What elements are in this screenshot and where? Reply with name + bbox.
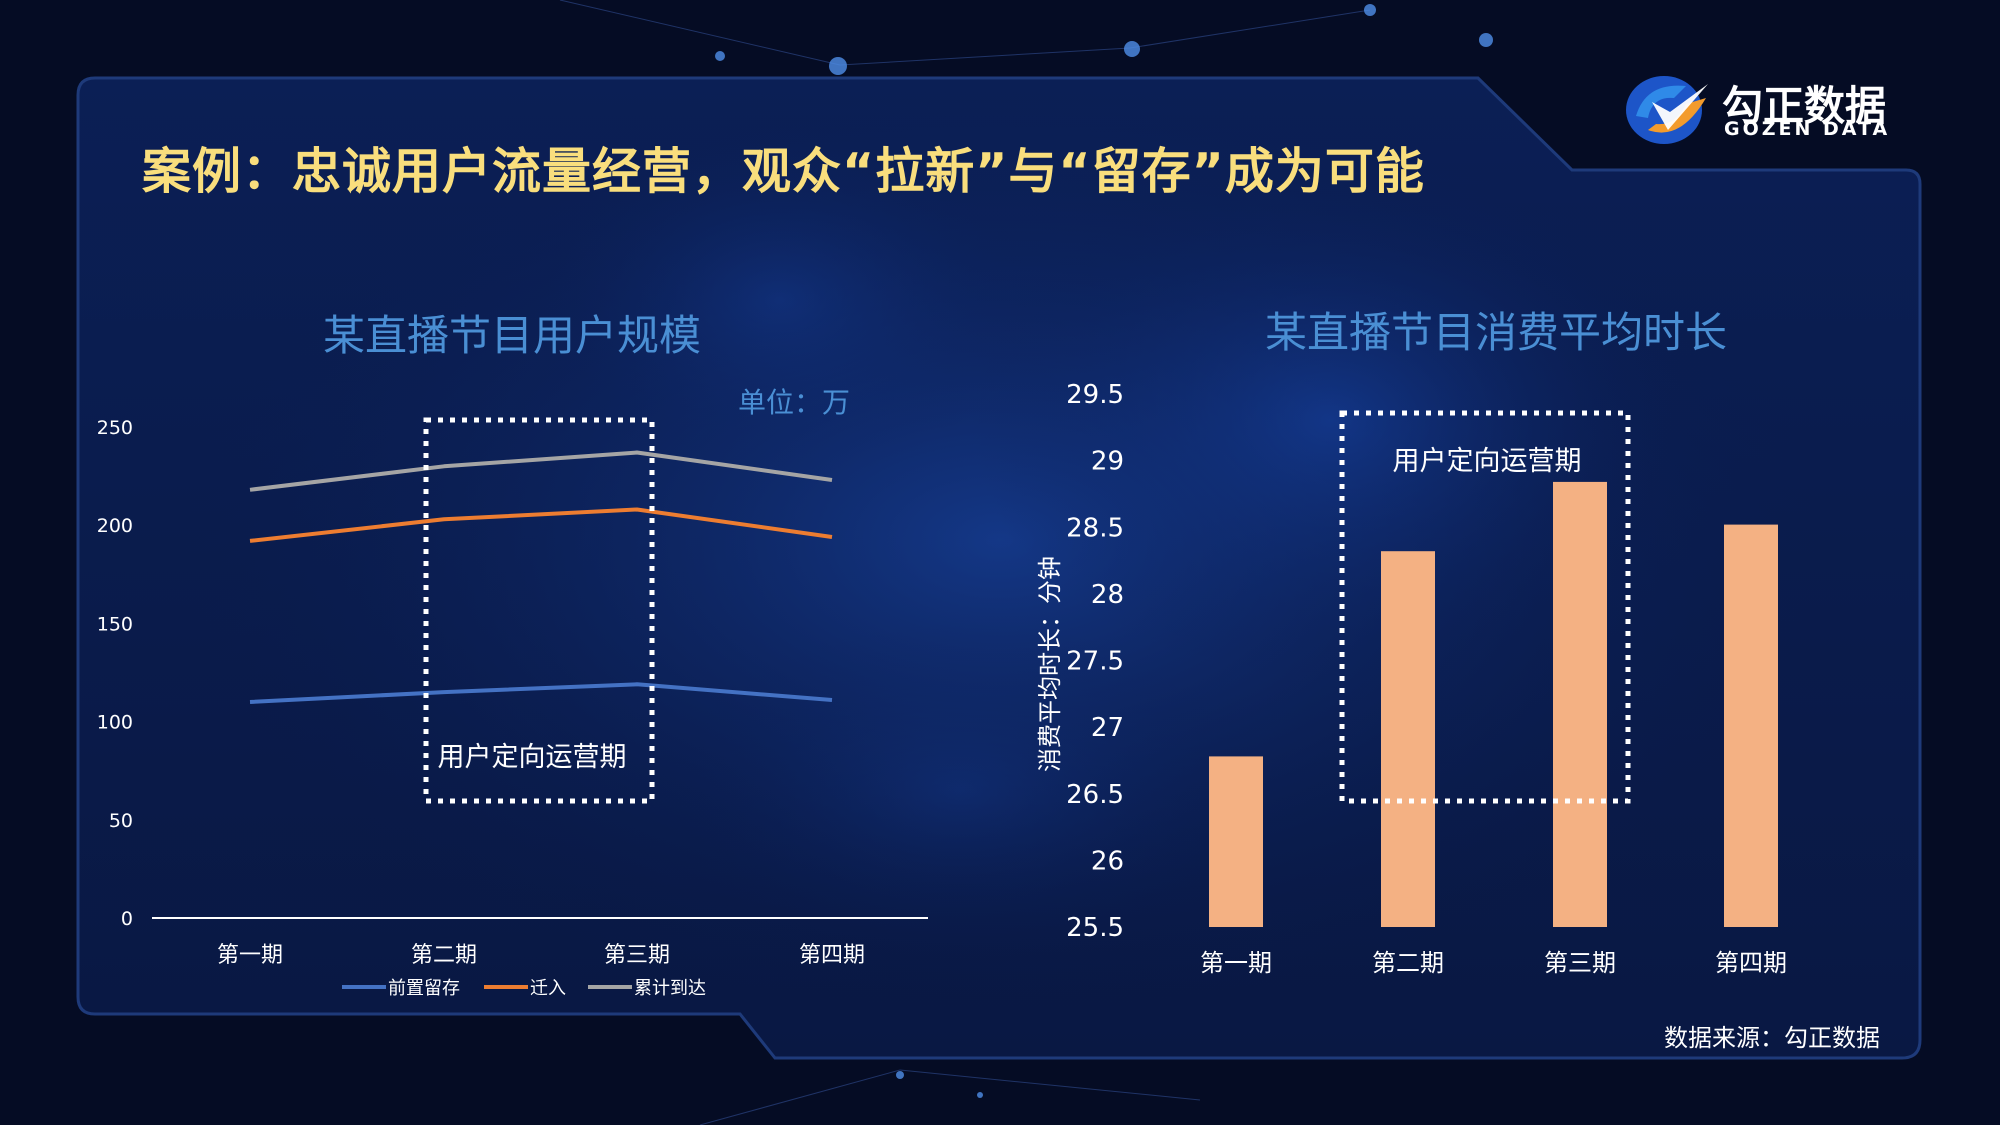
y-tick-label: 200 (97, 515, 133, 537)
y-tick-label: 28 (1091, 580, 1124, 610)
y-tick-label: 27 (1091, 713, 1124, 743)
source-note: 数据来源：勾正数据 (1664, 1024, 1880, 1052)
y-tick-label: 28.5 (1066, 513, 1124, 543)
x-tick-label: 第三期 (1544, 949, 1616, 977)
y-tick-label: 29 (1091, 447, 1124, 477)
y-tick-label: 25.5 (1066, 913, 1124, 943)
series-lines (249, 450, 833, 704)
series-line (249, 507, 833, 543)
highlight-label: 用户定向运营期 (438, 742, 627, 773)
logo-mark-icon (1626, 76, 1708, 144)
series-line (249, 450, 833, 492)
y-tick-label: 150 (97, 613, 133, 635)
x-axis-ticks: 第一期 第二期 第三期 第四期 (217, 943, 865, 968)
logo-name-en: GOZEN DATA (1724, 118, 1891, 140)
legend-label: 迁入 (530, 978, 566, 999)
y-axis-label: 消费平均时长：分钟 (1036, 556, 1064, 772)
y-tick-label: 26 (1091, 846, 1124, 876)
y-tick-label: 250 (97, 417, 133, 439)
bar (1724, 524, 1778, 927)
legend-label: 前置留存 (388, 978, 460, 999)
x-tick-label: 第一期 (1200, 949, 1272, 977)
bar (1209, 756, 1263, 927)
slide-title: 案例：忠诚用户流量经营，观众“拉新”与“留存”成为可能 (142, 143, 1425, 200)
x-tick-label: 第四期 (799, 943, 865, 968)
x-axis-ticks: 第一期 第二期 第三期 第四期 (1200, 949, 1787, 977)
legend: 前置留存 迁入 累计到达 (342, 978, 706, 999)
y-tick-label: 26.5 (1066, 780, 1124, 810)
legend-label: 累计到达 (634, 978, 706, 999)
bar (1553, 481, 1607, 927)
highlight-label: 用户定向运营期 (1393, 446, 1582, 477)
highlight-box (423, 417, 655, 804)
x-tick-label: 第二期 (1372, 949, 1444, 977)
unit-label: 单位：万 (738, 386, 850, 419)
y-tick-label: 27.5 (1066, 647, 1124, 677)
chart-title: 某直播节目用户规模 (323, 311, 701, 360)
brand-logo: 勾正数据 GOZEN DATA (1622, 68, 1912, 148)
bars (1209, 481, 1778, 927)
y-tick-label: 100 (97, 712, 133, 734)
y-tick-label: 0 (121, 908, 133, 930)
highlight-box (1339, 410, 1631, 804)
x-tick-label: 第一期 (217, 943, 283, 968)
x-tick-label: 第二期 (411, 943, 477, 968)
bar (1381, 551, 1435, 927)
y-axis-ticks: 0 50 100 150 200 250 (97, 417, 133, 930)
series-line (249, 682, 833, 704)
y-tick-label: 50 (109, 810, 133, 832)
x-tick-label: 第四期 (1715, 949, 1787, 977)
x-tick-label: 第三期 (604, 943, 670, 968)
logo-name-cn: 勾正数据 (1722, 82, 1886, 130)
y-tick-label: 29.5 (1066, 380, 1124, 410)
chart-title: 某直播节目消费平均时长 (1265, 308, 1727, 357)
y-axis-ticks: 25.5 26 26.5 27 27.5 28 28.5 29 29.5 (1066, 380, 1124, 943)
